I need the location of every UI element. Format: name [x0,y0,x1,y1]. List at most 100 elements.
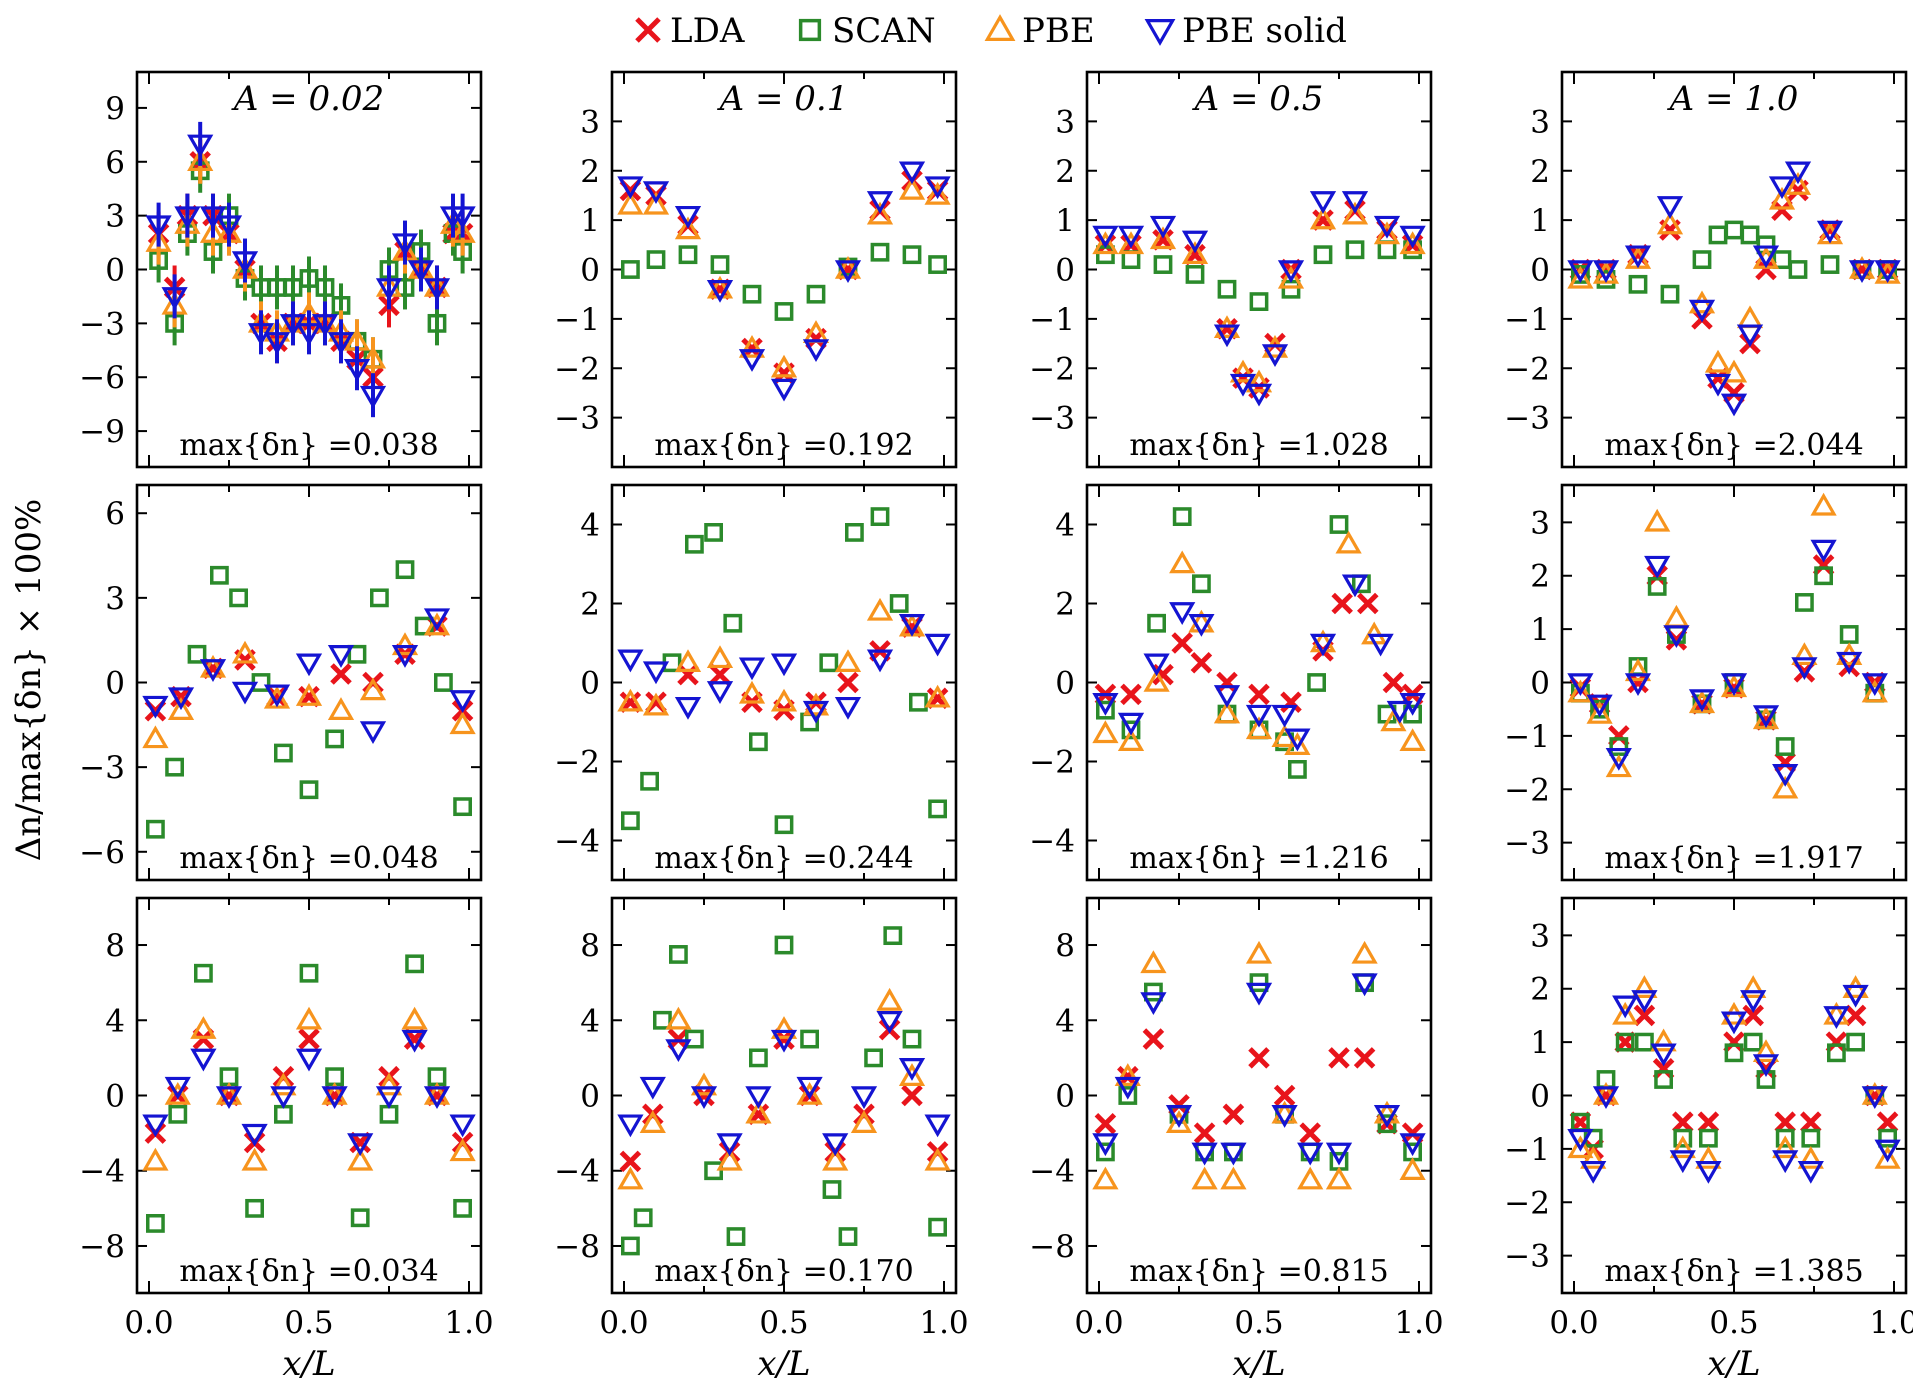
point-scan [146,819,165,839]
x-tick-label: 1.0 [444,1305,493,1341]
point-scan [1801,1128,1821,1148]
point-pbesol [1669,1150,1696,1174]
legend-marker-pbesol [1144,19,1176,46]
point-scan [453,1198,473,1218]
point-pbe [924,181,951,205]
point-scan [1839,625,1859,644]
series-lda [1569,179,1899,404]
y-tick-label: −2 [554,745,600,781]
point-pbe [1399,728,1426,751]
point-pbe [822,1147,849,1171]
point-pbe [1644,508,1671,532]
point-pbesol [639,1076,666,1100]
point-scan [774,815,794,835]
point-pbe [1117,231,1145,255]
point-pbesol [375,278,403,302]
point-pbe [1373,221,1401,245]
point-pbesol [924,1114,951,1138]
y-tick-label: 4 [580,508,600,544]
point-pbe [642,692,670,716]
panel-grid: −9 −6 −3 0 3 6 9 A = 0.02 max{δn} =0.038 −3 −2 −1 0 1… [79,70,1913,1384]
y-tick-label: 0 [580,253,600,289]
point-pbesol [199,659,227,682]
point-pbe [924,1147,951,1171]
point-lda [1193,1122,1216,1144]
series-lda [619,169,949,384]
legend-label-lda: LDA [670,11,745,51]
point-pbesol [770,1029,798,1053]
point-pbesol [1720,1011,1748,1035]
point-pbesol [1810,539,1837,563]
series-scan [1571,1032,1897,1148]
point-pbesol [1191,1142,1218,1166]
legend-item-pbesol: PBE solid [1144,11,1347,51]
point-scan [909,692,928,712]
point-scan [434,673,453,692]
y-tick-label: 0 [1530,666,1550,702]
point-scan [749,1048,768,1068]
y-tick-label: 4 [580,1003,600,1039]
point-pbe [1768,186,1796,210]
y-tick-label: 0 [1530,253,1550,289]
point-pbesol [1688,689,1716,713]
y-tick-label: 8 [1055,928,1075,964]
point-lda [1152,663,1174,686]
point-pbesol [1213,685,1241,708]
point-pbesol [1143,653,1170,677]
point-pbe [898,176,926,200]
point-scan [1692,250,1712,270]
point-scan [1153,255,1173,274]
series-pbe [1567,172,1901,383]
x-tick-label: 0.0 [1549,1305,1598,1341]
panel-title: A = 0.1 [717,79,849,119]
point-pbesol [295,653,323,677]
point-pbe [1567,679,1594,703]
point-pbe [1752,1039,1780,1063]
point-pbe [674,649,702,672]
point-scan [1673,1128,1693,1148]
point-lda [1248,683,1270,706]
point-pbesol [391,645,419,668]
point-lda [1697,1111,1720,1133]
point-scan [1609,737,1629,756]
y-tick-label: 1 [1530,203,1550,239]
y-tick-label: 2 [1530,559,1550,595]
point-pbe [738,680,766,704]
point-pbesol [1752,1054,1780,1078]
point-scan [395,278,415,297]
point-scan [723,613,743,633]
point-pbesol [1181,230,1209,254]
x-tick-label: 1.0 [1394,1305,1443,1341]
point-pbesol [423,278,451,302]
point-scan [325,729,345,749]
point-pbe [617,688,644,712]
point-pbe [690,1072,718,1096]
point-lda [926,687,949,710]
series-pbe [1567,492,1888,799]
y-tick-label: −8 [554,1229,600,1265]
point-pbe [770,688,798,712]
series-pbesol [1567,984,1901,1184]
point-scan [1288,760,1307,779]
x-tick-label: 0.5 [1709,1305,1758,1341]
y-tick-label: 0 [105,253,125,289]
legend-item-scan: SCAN [798,11,936,51]
point-lda [773,1028,795,1050]
y-tick-label: 1 [580,203,600,239]
point-scan [1775,1128,1795,1148]
y-tick-label: −6 [79,835,125,871]
point-pbe [1245,940,1273,964]
panel-frame [1085,70,1433,469]
point-pbesol [1836,651,1863,675]
point-scan [653,1010,672,1030]
series-scan [621,926,948,1256]
point-pbesol [770,653,798,677]
point-pbesol [1644,555,1671,579]
series-pbesol [145,121,476,418]
point-pbesol [1165,1105,1193,1128]
panel-annotation: max{δn} =2.044 [1604,428,1863,463]
point-pbesol [1213,324,1241,348]
point-scan [1795,593,1814,612]
series-pbesol [142,1029,476,1157]
